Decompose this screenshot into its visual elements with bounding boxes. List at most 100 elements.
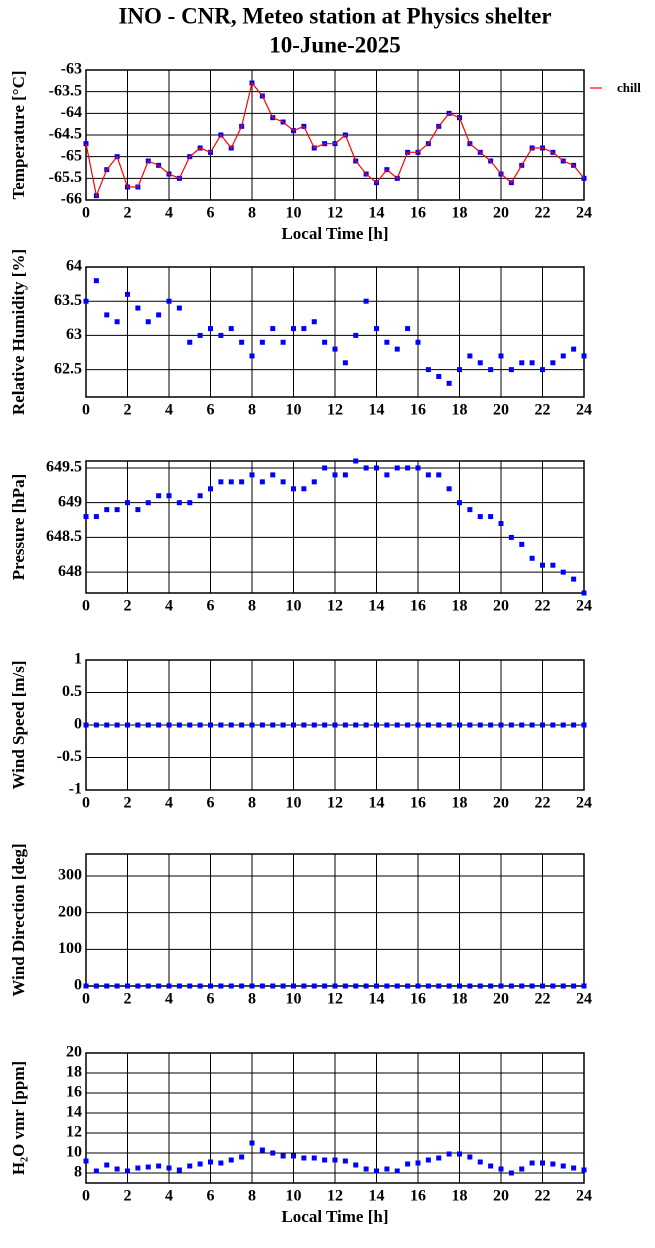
data-point: [363, 722, 369, 728]
data-point: [436, 373, 442, 379]
x-axis-label: Local Time [h]: [281, 224, 388, 243]
data-point: [197, 493, 203, 499]
data-point: [249, 1140, 255, 1146]
x-tick-label: 6: [207, 402, 215, 419]
data-point: [322, 1157, 328, 1163]
data-point: [166, 298, 172, 304]
y-axis-label: Pressure [hPa]: [9, 474, 28, 581]
data-point: [342, 1158, 348, 1164]
data-point: [301, 983, 307, 989]
data-point: [176, 722, 182, 728]
data-point: [405, 983, 411, 989]
data-point: [457, 367, 462, 373]
series-line: [85, 81, 585, 198]
data-point: [446, 380, 452, 386]
data-point: [415, 339, 421, 345]
data-point: [394, 1168, 400, 1174]
data-point: [156, 983, 162, 989]
data-point: [384, 472, 390, 478]
x-tick-label: 4: [165, 1188, 173, 1205]
data-point: [156, 722, 162, 728]
data-point: [311, 479, 317, 485]
data-point: [125, 291, 130, 297]
data-point: [394, 722, 400, 728]
data-point: [457, 500, 462, 506]
data-point: [332, 346, 338, 352]
data-point: [187, 500, 193, 506]
data-point: [405, 465, 411, 471]
y-tick-label: 0: [74, 716, 82, 733]
x-tick-label: 0: [82, 598, 90, 615]
y-axis-label: Wind Speed [m/s]: [9, 660, 28, 789]
x-tick-label: 18: [452, 991, 468, 1008]
x-tick-label: 16: [410, 205, 426, 222]
data-point: [581, 722, 587, 728]
y-axis-label: Temperature [°C]: [9, 70, 28, 199]
data-point: [540, 367, 545, 373]
data-point: [363, 1166, 369, 1172]
data-point: [280, 722, 286, 728]
data-point: [508, 983, 514, 989]
data-point: [560, 353, 566, 359]
data-point: [280, 1153, 286, 1159]
x-tick-label: 2: [124, 598, 132, 615]
data-point: [353, 332, 359, 338]
data-point: [228, 326, 234, 332]
data-point: [488, 1163, 494, 1169]
data-point: [405, 1161, 411, 1167]
x-tick-label: 10: [286, 205, 302, 222]
x-tick-label: 12: [327, 1188, 343, 1205]
y-axis-label: Wind Direction [deg]: [9, 843, 28, 996]
data-point: [457, 1151, 462, 1157]
data-point: [519, 360, 525, 366]
data-point: [104, 983, 110, 989]
y-tick-label: 648.5: [46, 528, 82, 545]
data-point: [259, 983, 265, 989]
y-tick-label: 16: [66, 1084, 82, 1101]
x-tick-label: 6: [207, 795, 215, 812]
data-point: [384, 1166, 390, 1172]
x-tick-label: 8: [248, 795, 256, 812]
data-point: [467, 507, 473, 513]
x-tick-label: 6: [207, 1188, 215, 1205]
data-point: [197, 332, 203, 338]
x-tick-label: 24: [576, 1188, 592, 1205]
data-point: [208, 326, 213, 332]
y-tick-label: 62.5: [54, 360, 82, 377]
data-point: [353, 1162, 359, 1168]
data-point: [114, 722, 120, 728]
data-point: [332, 722, 338, 728]
data-point: [374, 1168, 379, 1174]
data-point: [135, 1165, 141, 1171]
plot-frame: [85, 1052, 585, 1184]
data-point: [228, 1157, 234, 1163]
data-point: [353, 722, 359, 728]
data-point: [498, 983, 504, 989]
data-point: [301, 1155, 307, 1161]
data-point: [218, 722, 224, 728]
x-tick-label: 18: [452, 1188, 468, 1205]
x-tick-label: 4: [165, 795, 173, 812]
data-point: [187, 983, 193, 989]
data-point: [571, 722, 577, 728]
data-point: [270, 722, 276, 728]
data-point: [104, 507, 110, 513]
x-tick-label: 0: [82, 1188, 90, 1205]
data-point: [93, 278, 99, 284]
data-point: [374, 983, 379, 989]
x-tick-label: 2: [124, 991, 132, 1008]
x-tick-label: 16: [410, 795, 426, 812]
x-tick-label: 20: [493, 991, 509, 1008]
data-point: [415, 722, 421, 728]
plot-frame: [85, 266, 585, 398]
data-point: [529, 983, 535, 989]
data-point: [83, 514, 89, 520]
data-point: [436, 983, 442, 989]
data-point: [498, 722, 504, 728]
x-tick-label: 16: [410, 402, 426, 419]
x-tick-label: 14: [369, 402, 385, 419]
data-point: [425, 472, 431, 478]
data-point: [104, 312, 110, 318]
x-tick-label: 20: [493, 795, 509, 812]
data-point: [83, 298, 89, 304]
